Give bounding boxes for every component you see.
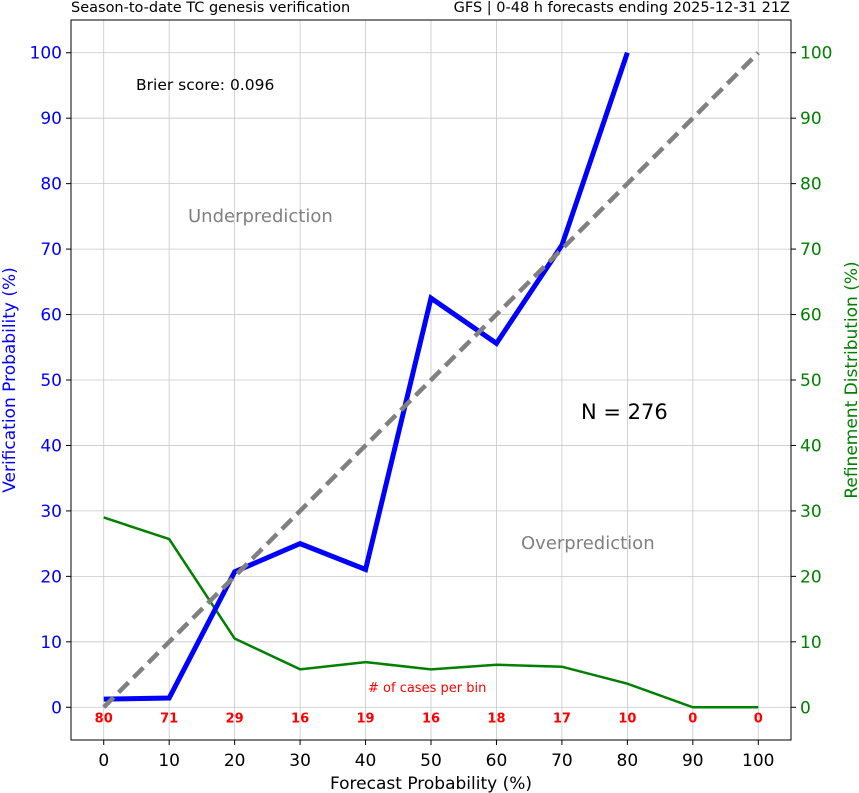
overprediction-label: Overprediction (521, 533, 655, 554)
y-tick-label-right-3: 30 (800, 502, 822, 522)
brier-score-annotation: Brier score: 0.096 (136, 76, 274, 94)
n-total-annotation: N = 276 (581, 400, 668, 424)
case-count-5: 16 (422, 711, 440, 726)
case-count-2: 29 (226, 711, 244, 726)
y-tick-label-left-7: 70 (40, 240, 62, 260)
y-tick-label-right-4: 40 (800, 436, 822, 456)
y-tick-label-right-6: 60 (800, 306, 822, 326)
y-tick-label-right-2: 20 (800, 567, 822, 587)
x-tick-label-1: 10 (158, 751, 180, 771)
y-tick-label-right-9: 90 (800, 109, 822, 129)
y-tick-label-left-0: 0 (51, 698, 62, 718)
y-tick-label-left-4: 40 (40, 436, 62, 456)
case-count-1: 71 (160, 711, 178, 726)
y-tick-label-left-10: 100 (30, 44, 62, 64)
y-tick-label-right-7: 70 (800, 240, 822, 260)
x-tick-label-6: 60 (486, 751, 508, 771)
series-layer (102, 51, 760, 709)
y-tick-label-right-1: 10 (800, 633, 822, 653)
x-tick-label-3: 30 (289, 751, 311, 771)
y-tick-label-left-8: 80 (40, 175, 62, 195)
x-tick-label-0: 0 (98, 751, 109, 771)
y-axis-label-left: Verification Probability (%) (0, 267, 20, 493)
case-count-3: 16 (291, 711, 309, 726)
x-axis-label: Forecast Probability (%) (330, 774, 532, 793)
case-count-0: 80 (95, 711, 113, 726)
title-right: GFS | 0-48 h forecasts ending 2025-12-31… (454, 0, 790, 16)
x-tick-label-9: 90 (682, 751, 704, 771)
case-count-6: 18 (487, 711, 505, 726)
case-count-8: 10 (618, 711, 636, 726)
case-count-9: 0 (688, 711, 697, 726)
x-tick-label-10: 100 (742, 751, 774, 771)
y-tick-label-left-3: 30 (40, 502, 62, 522)
y-tick-label-right-5: 50 (800, 371, 822, 391)
y-tick-label-left-6: 60 (40, 306, 62, 326)
y-axis-label-right: Refinement Distribution (%) (842, 261, 859, 498)
x-tick-label-8: 80 (617, 751, 639, 771)
underprediction-label: Underprediction (188, 206, 333, 227)
y-tick-label-right-10: 100 (800, 44, 832, 64)
title-left: Season-to-date TC genesis verification (71, 0, 350, 16)
x-tick-label-5: 50 (420, 751, 442, 771)
verification-probability-line (103, 51, 630, 702)
perfect-reliability-line (102, 51, 760, 709)
y-tick-label-left-1: 10 (40, 633, 62, 653)
case-count-10: 0 (754, 711, 763, 726)
x-tick-label-2: 20 (224, 751, 246, 771)
y-tick-label-left-2: 20 (40, 567, 62, 587)
y-tick-label-right-0: 0 (800, 698, 811, 718)
y-tick-label-left-9: 90 (40, 109, 62, 129)
grid (71, 20, 791, 740)
x-tick-label-4: 40 (355, 751, 377, 771)
y-tick-label-right-8: 80 (800, 175, 822, 195)
refinement-distribution-line (103, 516, 759, 709)
x-tick-label-7: 70 (551, 751, 573, 771)
case-count-7: 17 (553, 711, 571, 726)
case-count-4: 19 (356, 711, 374, 726)
case-count-labels: 80 71 29 16 19 16 18 17 10 0 0 (95, 711, 763, 726)
cases-per-bin-label: # of cases per bin (368, 681, 486, 696)
y-tick-label-left-5: 50 (40, 371, 62, 391)
